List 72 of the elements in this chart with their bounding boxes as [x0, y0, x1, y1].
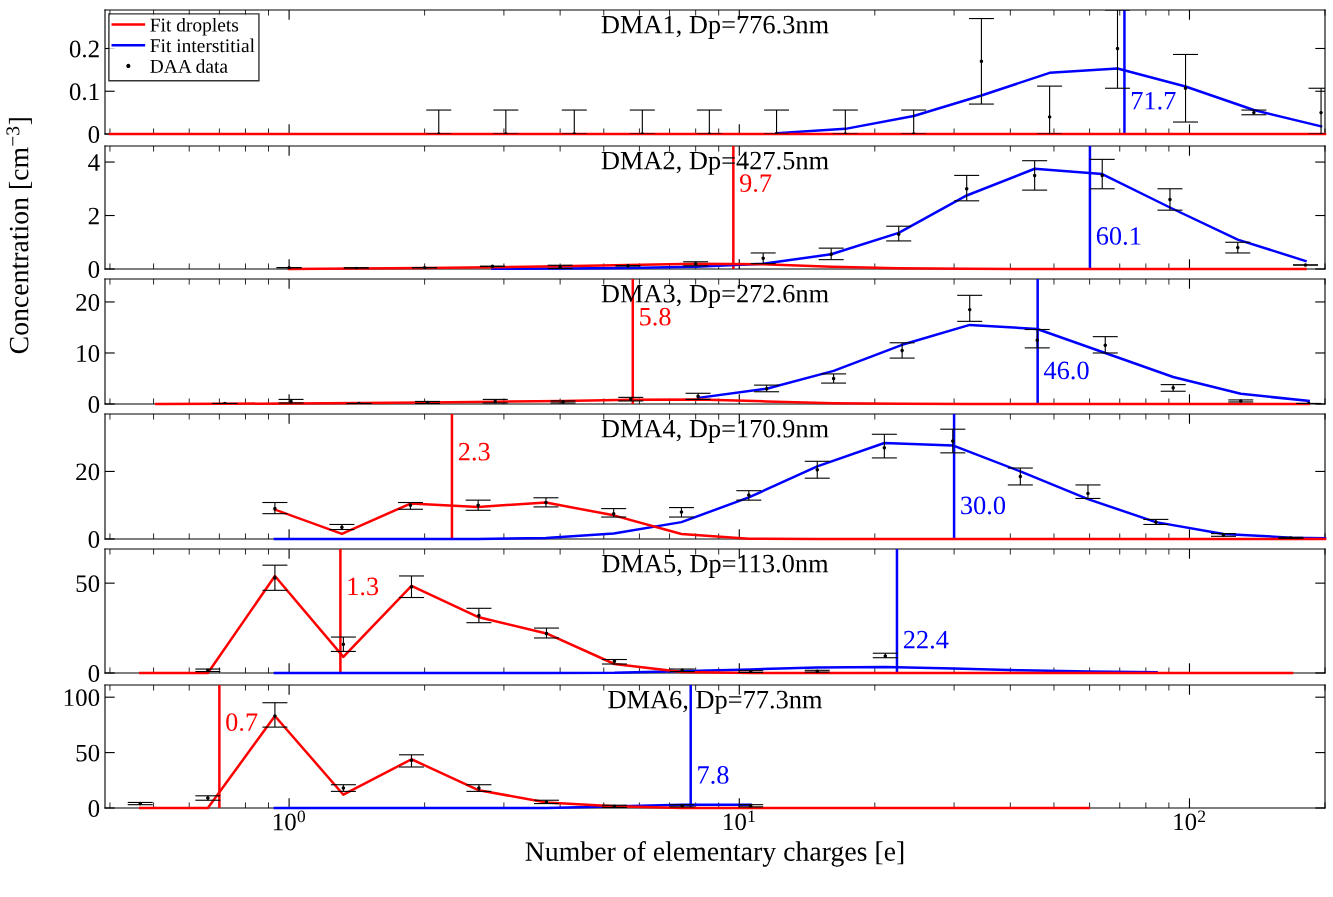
- y-axis-title: Concentration [cm$^{−3}$]: [6, 118, 32, 354]
- point: [544, 631, 549, 636]
- ref-line-label: 7.8: [698, 766, 729, 784]
- ref-line-label: 30.0: [961, 496, 1006, 515]
- y-tick-label: 100: [64, 689, 100, 707]
- ref-line-label: 9.7: [739, 174, 772, 193]
- point: [273, 576, 277, 580]
- point: [761, 256, 765, 261]
- point: [1032, 173, 1037, 178]
- y-tick-label: 50: [76, 744, 100, 762]
- ref-line-label: 5.8: [640, 307, 671, 326]
- y-tick-label: 0.1: [69, 83, 99, 101]
- chart-title: DMA6, Dp=77.3nm: [608, 690, 823, 714]
- point: [1086, 491, 1090, 496]
- y-tick-label: 0: [88, 531, 100, 548]
- ref-line-label: 2.3: [458, 442, 490, 461]
- legend-label: DAA data: [150, 59, 228, 73]
- y-tick-label: 20: [76, 294, 100, 311]
- x-tick-label: 10$^{0}$: [273, 810, 306, 831]
- x-tick-label: 10$^{2}$: [1174, 810, 1206, 831]
- x-tick-label: 10$^{1}$: [724, 810, 755, 831]
- ref-line-label: 71.7: [1131, 91, 1176, 110]
- point: [951, 439, 955, 443]
- point: [900, 348, 904, 353]
- point: [1103, 343, 1107, 348]
- y-tick-label: 2: [88, 207, 99, 225]
- point: [477, 613, 481, 618]
- ref-line-label: 0.7: [226, 713, 258, 732]
- y-tick-label: 20: [76, 463, 100, 481]
- point: [1183, 86, 1188, 90]
- point: [1168, 197, 1172, 202]
- y-tick-label: 4: [88, 154, 100, 171]
- y-tick-label: 0: [88, 665, 100, 682]
- y-tick-label: 0: [88, 396, 100, 413]
- point: [273, 506, 277, 511]
- point: [979, 59, 984, 64]
- y-tick-label: 10: [77, 345, 100, 362]
- point: [273, 714, 277, 718]
- point: [964, 187, 969, 191]
- ref-line-label: 46.0: [1043, 361, 1089, 380]
- y-tick-label: 0: [88, 800, 100, 817]
- ref-line-label: 60.1: [1096, 227, 1141, 245]
- point: [896, 232, 901, 236]
- legend-label: Fit droplets: [150, 17, 239, 36]
- point: [747, 493, 751, 497]
- point: [1319, 110, 1323, 115]
- chart-title: DMA1, Dp=776.3nm: [601, 15, 829, 39]
- point: [829, 252, 833, 257]
- point: [815, 468, 819, 472]
- y-tick-label: 0.2: [69, 40, 99, 58]
- point: [679, 510, 684, 514]
- point: [1047, 115, 1052, 119]
- point: [1236, 245, 1240, 250]
- point: [1035, 338, 1039, 342]
- point: [882, 446, 887, 450]
- point: [1115, 46, 1120, 51]
- chart-title: DMA4, Dp=170.9nm: [601, 419, 829, 443]
- y-tick-label: 0: [88, 261, 100, 278]
- point: [409, 585, 414, 589]
- point: [967, 307, 972, 312]
- chart-title: DMA5, Dp=113.0nm: [602, 554, 829, 578]
- legend-label: Fit interstitial: [150, 38, 255, 53]
- point: [409, 758, 414, 763]
- point: [1018, 474, 1023, 479]
- y-tick-label: 0: [88, 126, 100, 143]
- point: [1100, 173, 1104, 178]
- y-tick-label: 50: [76, 575, 100, 593]
- point: [341, 642, 346, 646]
- point: [476, 503, 480, 507]
- ref-line-label: 22.4: [903, 630, 949, 649]
- x-axis-title: Number of elementary charges [e]: [525, 841, 904, 867]
- ref-line-label: 1.3: [348, 577, 379, 596]
